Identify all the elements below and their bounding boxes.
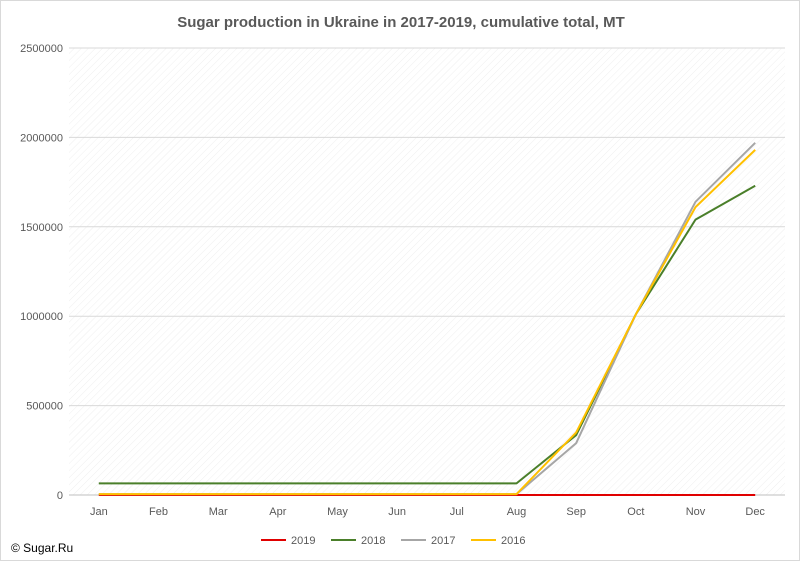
y-tick-label-2: 1000000 <box>20 311 63 323</box>
axes: 0 500000 1000000 1500000 2000000 2500000 Jan Fe… <box>20 43 785 518</box>
legend-label-2018: 2018 <box>361 535 385 547</box>
x-tick-label-jan: Jan <box>90 506 108 518</box>
legend-label-2019: 2019 <box>291 535 315 547</box>
x-tick-label-jul: Jul <box>450 506 464 518</box>
x-tick-label-may: May <box>327 506 348 518</box>
y-tick-label-3: 1500000 <box>20 222 63 234</box>
x-tick-label-jun: Jun <box>388 506 406 518</box>
x-tick-label-apr: Apr <box>269 506 286 518</box>
chart-title: Sugar production in Ukraine in 2017-2019… <box>177 14 625 31</box>
x-tick-label-sep: Sep <box>566 506 586 518</box>
y-tick-label-4: 2000000 <box>20 132 63 144</box>
x-tick-label-dec: Dec <box>745 506 765 518</box>
copyright-text: © Sugar.Ru <box>11 541 73 555</box>
x-tick-label-oct: Oct <box>627 506 644 518</box>
legend-label-2016: 2016 <box>501 535 525 547</box>
x-tick-label-mar: Mar <box>209 506 228 518</box>
series-lines <box>98 142 756 496</box>
legend-label-2017: 2017 <box>431 535 455 547</box>
y-tick-label-5: 2500000 <box>20 43 63 55</box>
series-line-2018 <box>98 184 756 485</box>
plot-area <box>69 48 785 495</box>
y-tick-label-0: 0 <box>57 490 63 502</box>
x-tick-label-aug: Aug <box>507 506 527 518</box>
x-tick-label-nov: Nov <box>686 506 706 518</box>
y-tick-label-1: 500000 <box>26 401 63 413</box>
legend: 2019 2018 2017 2016 <box>261 535 525 547</box>
series-line-2016 <box>98 149 756 496</box>
x-tick-label-feb: Feb <box>149 506 168 518</box>
